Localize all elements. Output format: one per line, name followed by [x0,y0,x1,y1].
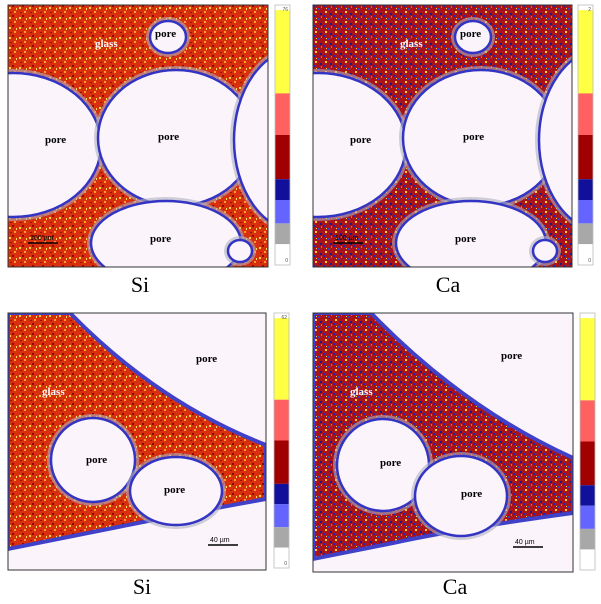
element-caption: Si [131,272,149,297]
colorbar-band [580,549,595,570]
region-label: pore [461,488,482,500]
colorbar-min: 0 [588,258,591,264]
region-label: pore [350,134,371,146]
colorbar: 62 0 [273,312,290,569]
region-label: pore [155,28,176,40]
scale-bar-label: 100 µm [30,235,54,242]
region-label: pore [164,484,185,496]
region-label: pore [463,131,484,143]
pore [453,19,493,55]
region-label: pore [380,457,401,469]
colorbar-band [275,10,290,94]
colorbar-band [274,483,289,505]
map-panel: glass pore pore pore pore 100 µm [312,4,573,268]
map-panel: pore glass pore pore 40 µm [312,312,574,573]
colorbar-band [578,179,593,200]
region-label: pore [45,134,66,146]
colorbar-band [578,10,593,94]
map-panel: glass pore pore pore pore 100 µm [7,4,269,268]
colorbar-band [274,313,289,319]
colorbar-band [578,93,593,135]
colorbar-max: 76 [282,7,288,13]
colorbar-band [274,504,289,528]
colorbar-band [274,527,289,548]
colorbar-band [275,179,290,200]
colorbar-band [274,547,289,568]
colorbar-band [580,528,595,550]
element-caption: Ca [436,272,461,297]
colorbar-band [275,223,290,245]
colorbar-band [580,505,595,529]
colorbar-min: 0 [285,258,288,264]
region-label: pore [455,233,476,245]
colorbar-min: 0 [284,561,287,567]
scale-bar-label: 40 µm [515,539,535,546]
colorbar [579,312,596,571]
colorbar-band [274,318,289,400]
pore [232,57,268,223]
pore [413,454,509,538]
scale-bar-label: 100 µm [335,235,359,242]
element-caption: Si [133,574,151,599]
map-image [313,5,572,267]
region-label: pore [501,350,522,362]
colorbar-band [578,5,593,11]
pore [226,238,254,264]
colorbar-band [580,485,595,506]
colorbar-band [578,200,593,224]
colorbar-band [580,400,595,442]
colorbar: 76 0 [274,4,291,266]
element-caption: Ca [443,574,468,599]
colorbar-band [275,244,290,265]
panel-border [312,4,573,268]
colorbar-band [275,200,290,224]
pore [128,455,224,527]
colorbar-border [579,312,596,571]
colorbar-band [274,399,289,441]
scale-bar-label: 40 µm [210,537,230,544]
colorbar-band [578,223,593,245]
colorbar-band [578,244,593,265]
colorbar-border [273,312,290,569]
colorbar-band [274,440,289,484]
region-label: glass [400,38,423,50]
map-panel: pore glass pore pore 40 µm [7,312,267,571]
panel-border [7,4,269,268]
pore [49,416,137,504]
region-label: pore [86,454,107,466]
pore [537,58,572,222]
map-image [8,313,266,570]
panel-border [7,312,267,571]
colorbar-border [274,4,291,266]
region-label: glass [350,386,373,398]
colorbar-band [580,313,595,319]
region-label: pore [158,131,179,143]
colorbar-band [580,441,595,486]
colorbar-band [275,135,290,180]
colorbar-band [275,93,290,135]
region-label: glass [95,38,118,50]
region-label: pore [150,233,171,245]
pore [148,19,188,55]
colorbar-max: 62 [281,315,287,321]
colorbar: 20 [577,4,594,266]
colorbar-band [580,318,595,401]
panel-border [312,312,574,573]
pore [531,238,559,264]
colorbar-band [578,135,593,180]
map-image [313,313,573,572]
region-label: pore [196,353,217,365]
colorbar-max: 2 [588,7,591,13]
colorbar-band [275,5,290,11]
colorbar-border [577,4,594,266]
region-label: pore [460,28,481,40]
region-label: glass [42,386,65,398]
map-image [8,5,268,267]
